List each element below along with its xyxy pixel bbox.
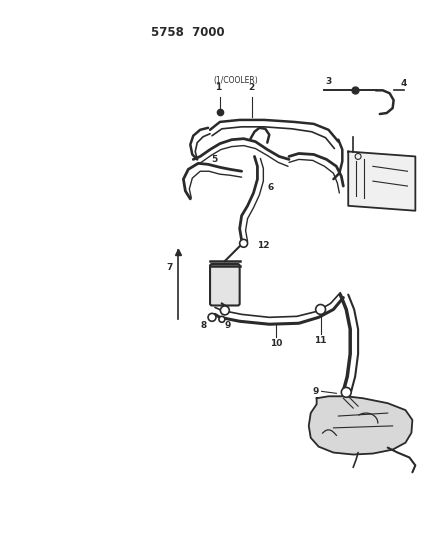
Text: 11: 11 xyxy=(314,336,327,345)
Text: 5: 5 xyxy=(212,155,218,164)
Polygon shape xyxy=(348,151,415,211)
Text: 4: 4 xyxy=(401,79,407,88)
Text: 10: 10 xyxy=(270,339,282,348)
Circle shape xyxy=(341,387,351,397)
Text: 6: 6 xyxy=(268,182,273,191)
Circle shape xyxy=(240,239,247,247)
Text: 1: 1 xyxy=(215,83,221,92)
Text: 9: 9 xyxy=(312,387,318,396)
Circle shape xyxy=(316,304,326,314)
Text: 8: 8 xyxy=(201,321,207,330)
Text: 12: 12 xyxy=(257,241,270,251)
Text: 2: 2 xyxy=(248,83,255,92)
Text: 5758  7000: 5758 7000 xyxy=(151,26,224,39)
Polygon shape xyxy=(309,397,413,455)
Circle shape xyxy=(220,306,229,315)
Circle shape xyxy=(355,154,361,159)
Circle shape xyxy=(219,317,225,322)
Text: 3: 3 xyxy=(325,77,332,86)
FancyBboxPatch shape xyxy=(210,264,240,305)
Text: 7: 7 xyxy=(166,263,172,272)
Text: 9: 9 xyxy=(225,321,231,330)
Text: (1/COOLER): (1/COOLER) xyxy=(213,76,258,85)
Circle shape xyxy=(208,313,216,321)
